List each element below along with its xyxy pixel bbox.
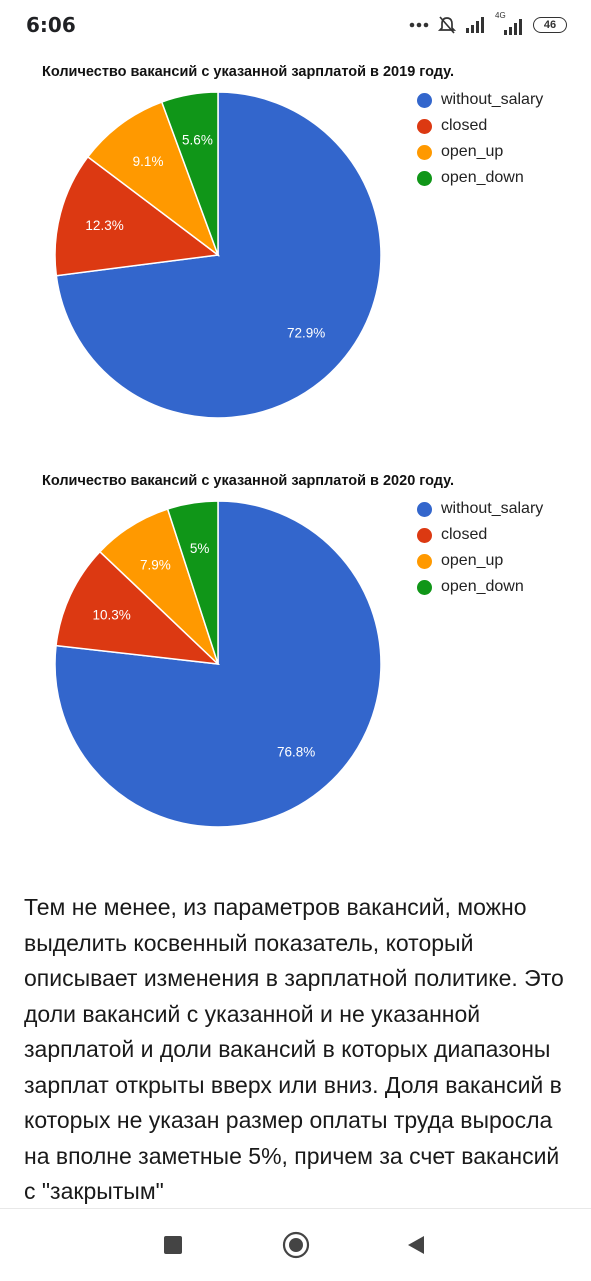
pie-slice-open-up[interactable]	[86, 101, 220, 258]
chart-2019: Количество вакансий с указанной зарплато…	[0, 64, 591, 444]
legend-label: without_salary	[441, 91, 544, 108]
circle-icon	[282, 1231, 310, 1259]
signal-icon-2	[504, 19, 522, 35]
more-dots-icon	[409, 22, 429, 28]
slice-label-open-up: 7.9%	[140, 558, 171, 573]
legend-dot-icon	[417, 144, 432, 160]
signal-icon	[466, 17, 484, 33]
network-label: 4G	[495, 11, 506, 20]
legend-dot-icon	[417, 579, 432, 595]
slice-label-open-down: 5.6%	[182, 132, 213, 147]
home-button[interactable]	[278, 1227, 314, 1263]
legend-label: open_down	[441, 578, 524, 595]
legend-label: without_salary	[441, 500, 544, 517]
pie-slice-open-down[interactable]	[160, 91, 219, 256]
network-4g-signal: 4G	[495, 11, 525, 35]
legend-dot-icon	[417, 118, 432, 134]
legend-label: open_up	[441, 143, 504, 160]
legend-item-open-up[interactable]: open_up	[417, 548, 543, 574]
triangle-back-icon	[408, 1236, 424, 1254]
legend-item-without-salary[interactable]: without_salary	[417, 496, 543, 522]
legend-dot-icon	[417, 170, 432, 186]
square-icon	[164, 1236, 182, 1254]
navigation-bar	[0, 1208, 591, 1281]
pie-slice-closed[interactable]	[54, 155, 220, 277]
legend-dot-icon	[417, 553, 432, 569]
slice-label-open-down: 5%	[190, 541, 210, 556]
legend-label: open_up	[441, 552, 504, 569]
legend-item-open-down[interactable]: open_down	[417, 165, 543, 191]
legend-dot-icon	[417, 92, 432, 108]
status-icons: 4G 46	[409, 11, 567, 35]
pie-chart-2020: 76.8% 10.3% 7.9% 5%	[54, 500, 382, 828]
battery-icon: 46	[533, 17, 567, 33]
legend-label: closed	[441, 526, 488, 543]
recents-button[interactable]	[155, 1227, 191, 1263]
pie-chart-2019: 72.9% 12.3% 9.1% 5.6%	[54, 91, 382, 419]
slice-label-open-up: 9.1%	[133, 154, 164, 169]
slice-label-without-salary: 76.8%	[277, 745, 315, 760]
article-paragraph: Тем не менее, из параметров вакансий, мо…	[24, 894, 564, 1204]
pie-slice-open-down[interactable]	[166, 500, 219, 665]
pie-slice-closed[interactable]	[55, 550, 221, 665]
status-bar: 6:06 4G 46	[0, 0, 591, 50]
legend-dot-icon	[417, 527, 432, 543]
legend-dot-icon	[417, 501, 432, 517]
legend-item-closed[interactable]: closed	[417, 522, 543, 548]
alarm-off-icon	[437, 16, 457, 34]
chart-title: Количество вакансий с указанной зарплато…	[42, 473, 454, 489]
battery-level: 46	[543, 19, 557, 31]
legend-item-open-up[interactable]: open_up	[417, 139, 543, 165]
legend-item-open-down[interactable]: open_down	[417, 574, 543, 600]
legend-item-without-salary[interactable]: without_salary	[417, 87, 543, 113]
legend-label: open_down	[441, 169, 524, 186]
chart-2020: Количество вакансий с указанной зарплато…	[0, 473, 591, 853]
legend-item-closed[interactable]: closed	[417, 113, 543, 139]
chart-title: Количество вакансий с указанной зарплато…	[42, 64, 454, 80]
slice-label-closed: 12.3%	[85, 218, 123, 233]
slice-label-closed: 10.3%	[93, 607, 131, 622]
slice-label-without-salary: 72.9%	[287, 326, 325, 341]
status-time: 6:06	[26, 13, 76, 37]
legend-label: closed	[441, 117, 488, 134]
back-button[interactable]	[398, 1227, 434, 1263]
